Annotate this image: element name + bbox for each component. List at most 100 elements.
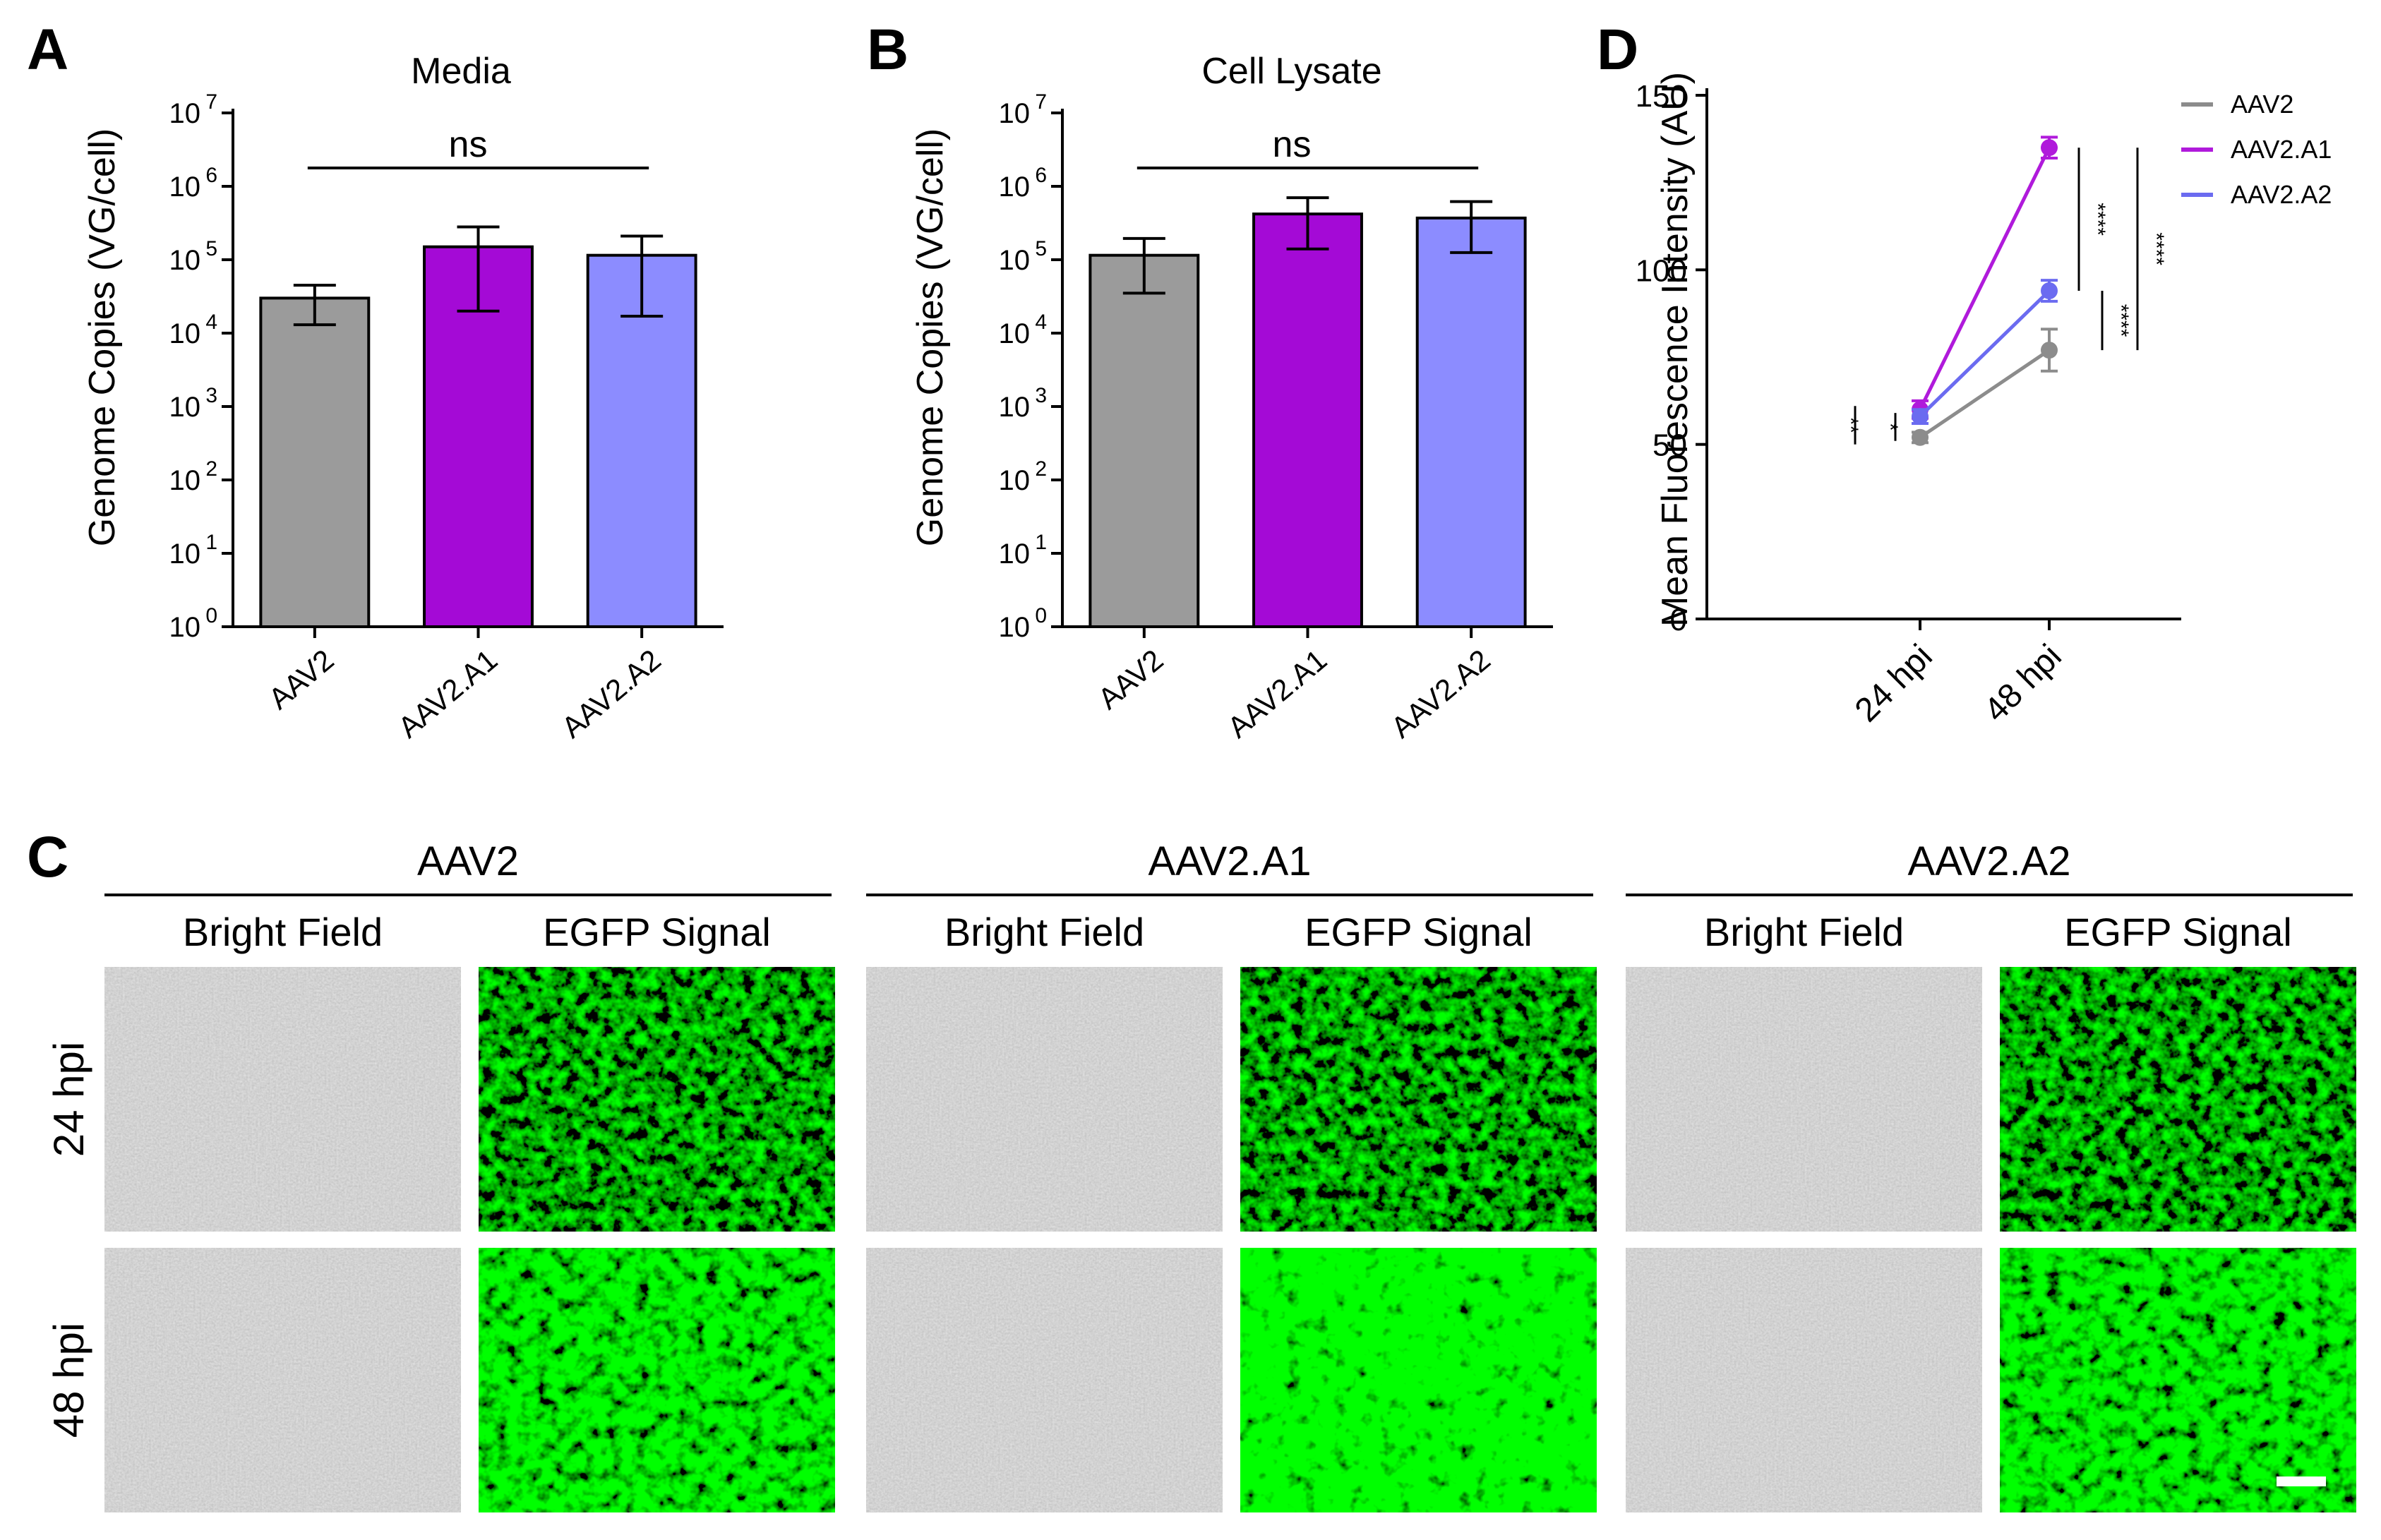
y-tick-label-exp: 5 [205, 237, 217, 260]
series-line [1919, 349, 2051, 439]
data-point [2041, 282, 2058, 300]
group-title: AAV2.A1 [1148, 838, 1311, 884]
significance-label: **** [2145, 232, 2168, 265]
y-tick-label-exp: 1 [205, 531, 217, 554]
y-tick-label-base: 10 [999, 612, 1031, 643]
y-tick-label: 100 [1636, 253, 1687, 288]
column-label: Bright Field [944, 910, 1144, 954]
y-tick-label-base: 10 [999, 245, 1031, 276]
significance-label: ** [1839, 417, 1862, 434]
egfp-signal-image [479, 967, 835, 1232]
x-tick-label: AAV2.A1 [1221, 643, 1333, 745]
y-tick-label-base: 10 [169, 612, 201, 643]
bright-field-image [866, 967, 1223, 1232]
significance-label: **** [2109, 304, 2133, 337]
y-axis-label: Genome Copies (VG/cell) [82, 128, 123, 546]
x-tick-label: AAV2 [263, 643, 340, 716]
column-label: EGFP Signal [2064, 910, 2292, 954]
legend-label: AAV2 [2231, 90, 2293, 119]
series-line [1919, 289, 2051, 418]
y-tick-label-exp: 6 [205, 164, 217, 187]
egfp-signal-image [2000, 967, 2356, 1232]
significance-label: ns [1273, 124, 1312, 165]
x-tick-label: AAV2.A2 [556, 643, 667, 745]
data-point [2041, 139, 2058, 157]
y-tick-label-exp: 1 [1035, 531, 1047, 554]
y-tick-label-exp: 5 [1035, 237, 1047, 260]
bar [1252, 212, 1363, 628]
y-tick-label-exp: 7 [1035, 90, 1047, 114]
panel-d-line-chart: Mean Fluorescence Intensity (AU) 0 50 100 1… [1636, 72, 2332, 729]
y-tick-label-base: 10 [169, 172, 201, 203]
x-tick-label: AAV2.A2 [1385, 643, 1497, 745]
column-label: EGFP Signal [543, 910, 771, 954]
x-tick-label: 48 hpi [1977, 637, 2069, 729]
y-tick-label-exp: 6 [1035, 164, 1047, 187]
scale-bar [2277, 1476, 2326, 1486]
y-tick-label-exp: 0 [205, 604, 217, 627]
y-tick-label-exp: 0 [1035, 604, 1047, 627]
panel-a-bar-chart: Media Genome Copies (VG/cell) ns 10 010 11… [82, 51, 724, 744]
significance-label: ns [449, 124, 488, 165]
y-tick-label-exp: 4 [205, 311, 217, 334]
y-tick-label: 0 [1670, 603, 1687, 637]
significance-label: * [1878, 423, 1902, 431]
y-tick-label-exp: 7 [205, 90, 217, 114]
chart-title: Media [411, 51, 511, 92]
y-tick-label-base: 10 [999, 465, 1031, 496]
y-tick-label-exp: 4 [1035, 311, 1047, 334]
x-tick-label: 24 hpi [1848, 637, 1940, 729]
egfp-signal-image [2000, 1248, 2356, 1512]
y-tick-label-base: 10 [999, 318, 1031, 349]
y-tick-label-base: 10 [169, 392, 201, 423]
y-tick-label-base: 10 [999, 98, 1031, 129]
y-tick-label-base: 10 [169, 465, 201, 496]
bar [1415, 216, 1527, 628]
y-tick-label: 50 [1653, 428, 1687, 463]
legend-label: AAV2.A2 [2231, 180, 2332, 209]
y-tick-label-base: 10 [169, 245, 201, 276]
y-axis-label: Mean Fluorescence Intensity (AU) [1655, 72, 1696, 627]
y-tick-label-base: 10 [999, 172, 1031, 203]
bright-field-image [104, 1248, 461, 1512]
group-title: AAV2.A2 [1907, 838, 2070, 884]
bright-field-image [104, 967, 461, 1232]
panel-letter-c: C [27, 825, 68, 889]
y-tick-label-base: 10 [999, 539, 1031, 570]
panel-b-bar-chart: Cell Lysate Genome Copies (VG/cell) ns 1… [910, 51, 1553, 744]
y-tick-label-exp: 2 [1035, 457, 1047, 481]
y-tick-label-exp: 3 [205, 384, 217, 407]
series-line [1918, 147, 2051, 411]
y-tick-label-exp: 3 [1035, 384, 1047, 407]
egfp-signal-image [1240, 967, 1597, 1232]
panel-letter-a: A [27, 18, 68, 82]
bright-field-image [1626, 967, 1982, 1232]
bar [259, 296, 371, 628]
egfp-signal-image [1240, 1248, 1597, 1512]
x-tick-label: AAV2.A1 [392, 643, 503, 745]
y-axis-label: Genome Copies (VG/cell) [910, 128, 951, 546]
data-point [1912, 408, 1929, 426]
data-point [1912, 428, 1929, 446]
y-tick-label: 150 [1636, 79, 1687, 114]
data-point [2041, 342, 2058, 359]
y-tick-label-base: 10 [169, 98, 201, 129]
bright-field-image [1626, 1248, 1982, 1512]
bar [1088, 253, 1200, 628]
significance-label: **** [2086, 203, 2109, 236]
y-tick-label-base: 10 [169, 318, 201, 349]
panel-letter-d: D [1597, 18, 1638, 82]
bright-field-image [866, 1248, 1223, 1512]
chart-title: Cell Lysate [1201, 51, 1381, 92]
column-label: EGFP Signal [1305, 910, 1533, 954]
y-tick-label-base: 10 [999, 392, 1031, 423]
column-label: Bright Field [183, 910, 383, 954]
y-tick-label-base: 10 [169, 539, 201, 570]
column-label: Bright Field [1704, 910, 1904, 954]
legend-label: AAV2.A1 [2231, 135, 2332, 164]
row-label: 48 hpi [45, 1323, 92, 1438]
y-tick-label-exp: 2 [205, 457, 217, 481]
x-tick-label: AAV2 [1092, 643, 1170, 716]
